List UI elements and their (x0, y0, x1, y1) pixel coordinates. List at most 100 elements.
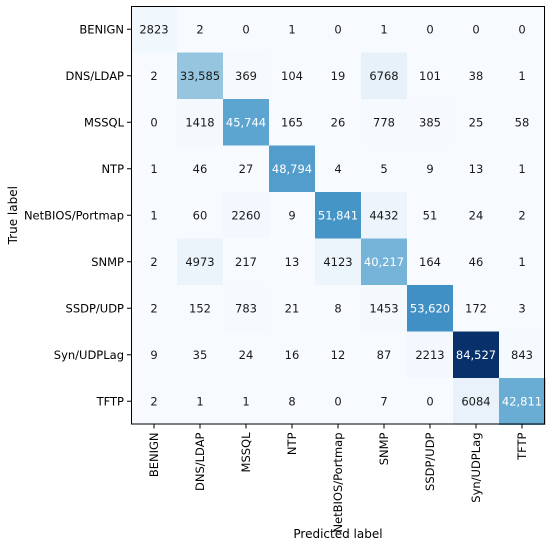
x-tick-label: TFTP (515, 432, 529, 460)
cell-value: 45,744 (226, 115, 266, 129)
heatmap-cell (269, 52, 316, 100)
cell-value: 33,585 (180, 69, 220, 83)
cell-value: 1 (288, 22, 295, 36)
heatmap-cell (269, 331, 316, 379)
heatmap-cell (223, 238, 270, 286)
heatmap-cell (315, 52, 362, 100)
heatmap-cell (499, 99, 546, 146)
heatmap-cell (453, 192, 500, 239)
cell-value: 1 (380, 22, 387, 36)
x-tick-label: MSSQL (239, 432, 253, 473)
heatmap-cell (453, 52, 500, 100)
cell-value: 38 (469, 69, 484, 83)
y-tick-label: Syn/UDPLag (54, 348, 124, 362)
cell-value: 1 (518, 69, 525, 83)
cell-value: 165 (281, 115, 303, 129)
heatmap-cell (131, 6, 178, 53)
cell-value: 6084 (461, 394, 490, 408)
cell-value: 51,841 (318, 208, 358, 222)
cell-value: 0 (150, 115, 157, 129)
cell-value: 0 (242, 22, 249, 36)
heatmap-cell (361, 99, 408, 146)
heatmap-cell (223, 99, 270, 146)
cell-value: 369 (235, 69, 257, 83)
x-tick-label: BENIGN (147, 433, 161, 478)
cell-value: 46 (469, 255, 484, 269)
heatmap-cell (407, 145, 454, 193)
cell-value: 51 (423, 208, 438, 222)
cell-value: 35 (193, 348, 208, 362)
cell-value: 53,620 (410, 301, 450, 315)
cell-value: 164 (419, 255, 441, 269)
cell-value: 9 (288, 208, 295, 222)
heatmap-cell (131, 331, 178, 379)
cell-value: 27 (239, 162, 254, 176)
cell-value: 8 (288, 394, 295, 408)
cell-value: 6768 (369, 69, 398, 83)
heatmap-cell (361, 145, 408, 193)
heatmap-cell (499, 331, 546, 379)
y-tick-label: NTP (101, 162, 124, 176)
heatmap-cell (407, 52, 454, 100)
cell-value: 42,811 (502, 394, 542, 408)
cell-value: 1418 (185, 115, 214, 129)
cell-value: 0 (518, 22, 525, 36)
cell-value: 16 (285, 348, 300, 362)
heatmap-cell (177, 192, 224, 239)
cell-value: 3 (518, 301, 525, 315)
heatmap-cell (223, 192, 270, 239)
heatmap-cell (453, 378, 500, 425)
heatmap-cell (315, 331, 362, 379)
cell-value: 1 (242, 394, 249, 408)
heatmap-cell (361, 238, 408, 286)
cell-value: 0 (334, 22, 341, 36)
heatmap-cell (315, 378, 362, 425)
cell-value: 2 (150, 69, 157, 83)
x-tick-label: DNS/LDAP (193, 432, 207, 491)
heatmap-cell (131, 145, 178, 193)
cell-value: 5 (380, 162, 387, 176)
y-tick-label: SSDP/UDP (66, 301, 125, 315)
heatmap-cell (499, 145, 546, 193)
heatmap-cell (177, 238, 224, 286)
heatmap-cell (315, 238, 362, 286)
cell-value: 2 (196, 22, 203, 36)
cell-value: 46 (193, 162, 208, 176)
cell-value: 783 (235, 301, 257, 315)
cell-value: 58 (515, 115, 530, 129)
cell-value: 24 (469, 208, 484, 222)
cell-value: 19 (331, 69, 346, 83)
heatmap-cell (131, 99, 178, 146)
cell-value: 4973 (185, 255, 214, 269)
plot-frame (131, 6, 545, 425)
x-axis-ticks: BENIGN DNS/LDAP MSSQL NTP NetBIOS/Portmap SNM… (147, 424, 529, 533)
cell-value: 152 (189, 301, 211, 315)
cell-value: 40,217 (364, 255, 404, 269)
cell-value: 0 (334, 394, 341, 408)
heatmap-cell (499, 6, 546, 53)
cell-value: 13 (469, 162, 484, 176)
heatmap-cell (131, 285, 178, 332)
cell-value: 21 (285, 301, 300, 315)
cell-value: 101 (419, 69, 441, 83)
cell-value: 217 (235, 255, 257, 269)
cell-value: 4432 (369, 208, 398, 222)
heatmap-cell (361, 331, 408, 379)
cell-value: 7 (380, 394, 387, 408)
cell-value: 2823 (139, 22, 168, 36)
heatmap-cell (177, 331, 224, 379)
heatmap-cell (177, 99, 224, 146)
heatmap-cell (361, 192, 408, 239)
cell-value: 48,794 (272, 162, 312, 176)
heatmap-cell (315, 6, 362, 53)
cell-value: 843 (511, 348, 533, 362)
heatmap-cell (499, 52, 546, 100)
x-axis-label: Predicted label (293, 527, 382, 541)
cell-value: 1 (196, 394, 203, 408)
heatmap-cell (453, 145, 500, 193)
cell-value: 0 (426, 394, 433, 408)
cell-value: 1453 (369, 301, 398, 315)
y-tick-label: TFTP (96, 394, 124, 408)
cell-value: 2 (150, 394, 157, 408)
